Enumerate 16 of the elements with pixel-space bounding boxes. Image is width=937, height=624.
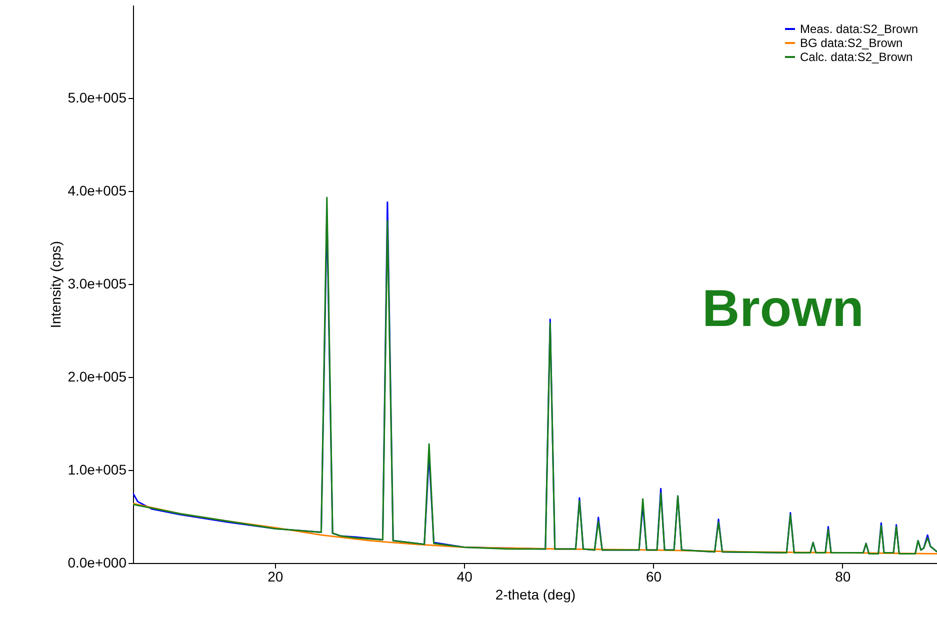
y-tick-label: 2.0e+005 xyxy=(68,368,127,384)
x-axis-title: 2-theta (deg) xyxy=(495,586,576,602)
y-tick-label: 0.0e+000 xyxy=(68,554,127,570)
y-tick-label: 1.0e+005 xyxy=(68,462,127,478)
y-axis-title: Intensity (cps) xyxy=(48,240,64,328)
x-tick-label: 20 xyxy=(268,568,284,584)
x-tick-label: 60 xyxy=(646,568,662,584)
legend-label: Meas. data:S2_Brown xyxy=(800,22,918,36)
legend-label: BG data:S2_Brown xyxy=(800,36,903,50)
x-tick-label: 40 xyxy=(456,568,473,584)
y-tick-label: 3.0e+005 xyxy=(68,276,127,292)
x-tick-label: 80 xyxy=(835,568,851,584)
annotation: Brown xyxy=(702,280,864,338)
y-tick-label: 5.0e+005 xyxy=(68,90,127,106)
legend-label: Calc. data:S2_Brown xyxy=(800,50,913,64)
y-tick-label: 4.0e+005 xyxy=(68,182,127,198)
